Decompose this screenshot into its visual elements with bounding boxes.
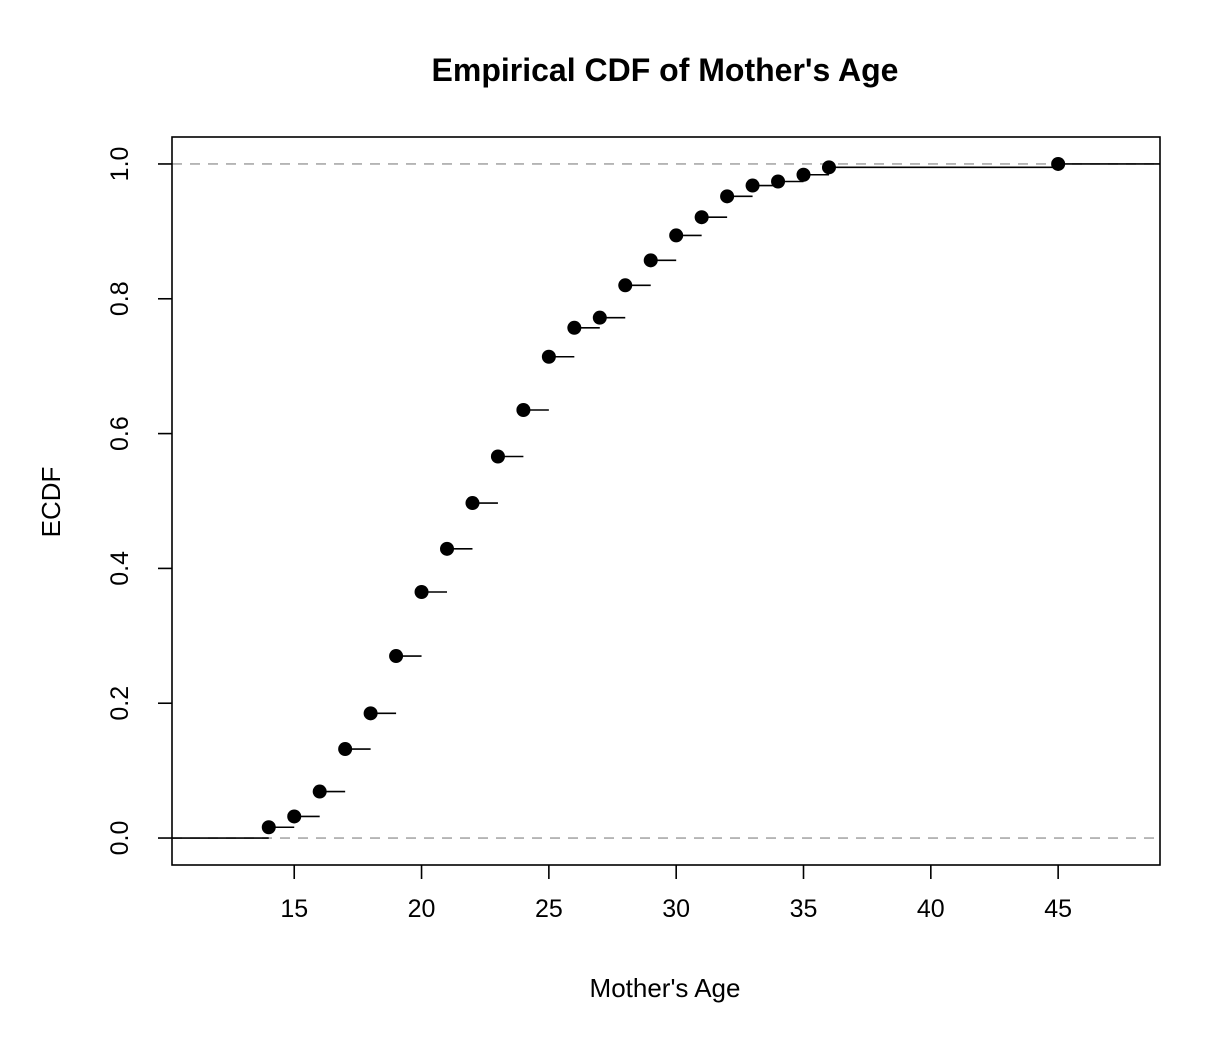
chart-title: Empirical CDF of Mother's Age (432, 52, 899, 88)
y-tick-label: 0.0 (106, 821, 134, 856)
data-point (694, 210, 709, 225)
data-point (618, 278, 633, 293)
plot-frame (171, 136, 1161, 866)
data-point (516, 403, 531, 417)
data-point (287, 809, 302, 824)
x-tick-label: 25 (535, 895, 563, 923)
data-point (490, 449, 505, 464)
y-tick-label: 0.6 (106, 416, 134, 451)
data-point (643, 253, 658, 268)
data-point (363, 706, 378, 721)
data-point (821, 160, 836, 175)
x-tick-label: 40 (917, 895, 945, 923)
data-point (745, 178, 760, 193)
data-point (440, 541, 455, 556)
x-tick-label: 45 (1044, 895, 1072, 923)
x-tick-label: 30 (662, 895, 690, 923)
x-tick-label: 35 (790, 895, 818, 923)
y-tick-label: 0.8 (106, 281, 134, 316)
y-axis-label: ECDF (36, 467, 66, 538)
data-point (567, 320, 582, 335)
data-point (720, 189, 735, 204)
ecdf-steps (172, 163, 1160, 839)
data-point (771, 174, 786, 189)
x-tick-label: 20 (408, 895, 436, 923)
ecdf-points (261, 156, 1066, 835)
data-point (261, 820, 276, 835)
y-axis: 0.0 0.2 0.4 0.6 0.8 1.0 (106, 147, 172, 856)
data-point (312, 784, 327, 799)
x-axis-label: Mother's Age (590, 973, 741, 1003)
data-point (592, 310, 607, 325)
data-point (389, 649, 404, 664)
data-point (414, 585, 429, 599)
y-tick-label: 1.0 (106, 147, 134, 182)
x-tick-label: 15 (280, 895, 308, 923)
data-point (465, 496, 480, 511)
y-tick-label: 0.2 (106, 686, 134, 721)
data-point (338, 742, 353, 757)
y-tick-label: 0.4 (106, 551, 134, 586)
data-point (796, 167, 811, 182)
reference-lines (172, 163, 1160, 839)
data-point (1051, 156, 1066, 171)
x-axis: 15 20 25 30 35 40 45 (280, 865, 1072, 923)
data-point (541, 349, 556, 364)
data-point (669, 228, 684, 243)
